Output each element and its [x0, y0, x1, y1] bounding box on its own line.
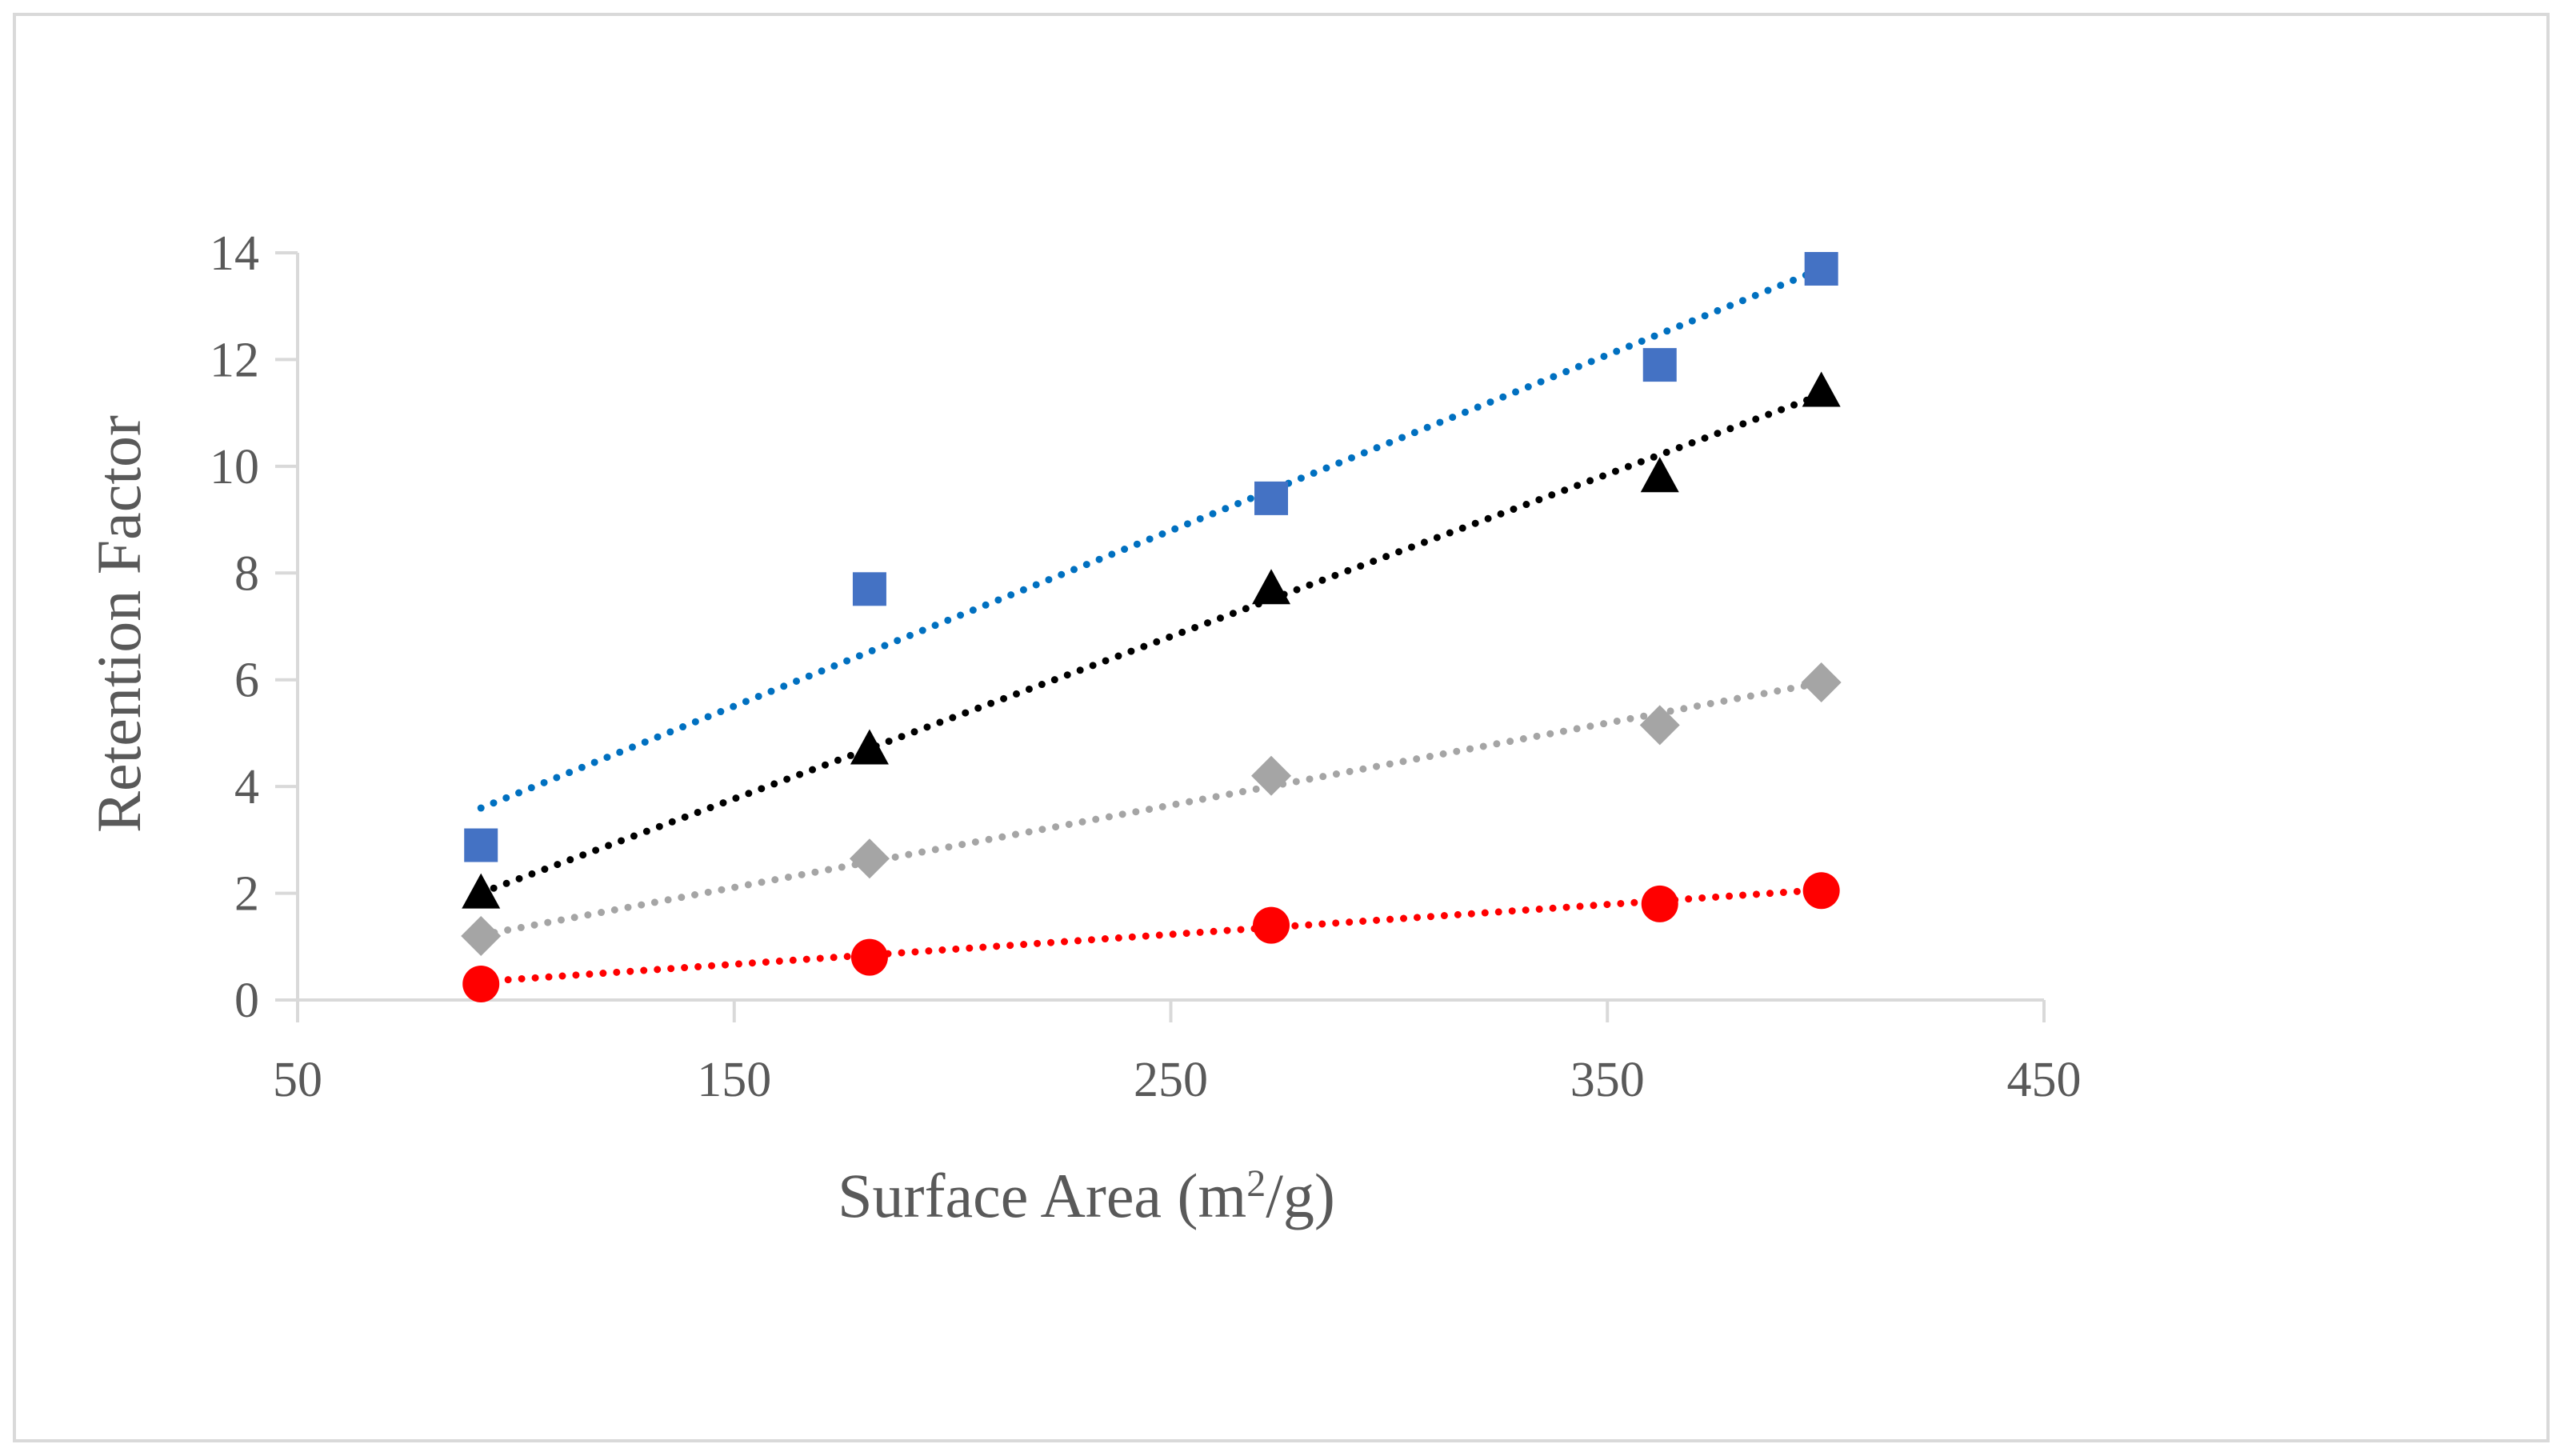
- x-tick-label: 150: [697, 1053, 771, 1107]
- trendline-triangle: [477, 390, 1826, 897]
- tick-labels: 0 2 4 6 8 10 12 14 50 150 250 350 450: [210, 226, 2082, 1107]
- triangle-point: [850, 729, 889, 765]
- triangle-point: [462, 873, 501, 909]
- trendline-square: [477, 265, 1826, 812]
- circle-point: [1253, 906, 1290, 944]
- square-point: [464, 828, 498, 862]
- chart-frame: [13, 13, 2550, 1442]
- x-tick-label: 450: [2007, 1053, 2082, 1107]
- triangle-point: [1802, 371, 1841, 407]
- x-tick-label: 350: [1570, 1053, 1645, 1107]
- x-tick-label: 250: [1134, 1053, 1208, 1107]
- square-point: [1804, 252, 1838, 286]
- y-tick-label: 14: [210, 226, 259, 281]
- y-tick-label: 8: [234, 546, 259, 601]
- diamond-point: [849, 838, 890, 879]
- y-axis-title: Retention Factor: [84, 415, 154, 833]
- x-axis-title: Surface Area (m2/g): [838, 1161, 1335, 1230]
- square-point: [852, 572, 886, 606]
- diamond-point: [1801, 662, 1842, 703]
- trendline-diamond: [477, 678, 1826, 939]
- diamond-point: [461, 915, 502, 956]
- trendline-circle: [477, 886, 1826, 986]
- circle-point: [1641, 885, 1678, 922]
- x-tick-label: 50: [273, 1053, 322, 1107]
- y-tick-label: 0: [234, 974, 259, 1028]
- y-tick-label: 12: [210, 333, 259, 387]
- circle-point: [1802, 872, 1840, 910]
- diamond-point: [1251, 755, 1292, 796]
- square-point: [1254, 481, 1289, 515]
- diamond-point: [1639, 705, 1680, 746]
- y-tick-label: 4: [234, 760, 259, 814]
- triangle-point: [1252, 569, 1291, 605]
- y-tick-label: 10: [210, 440, 259, 494]
- circle-point: [850, 938, 888, 976]
- x-axis-title-tail: /g): [1266, 1161, 1335, 1230]
- x-axis-title-main: Surface Area (m: [838, 1161, 1246, 1230]
- square-point: [1642, 348, 1677, 382]
- circle-point: [462, 965, 500, 1002]
- x-axis-title-superscript: 2: [1246, 1162, 1266, 1205]
- data-markers: [461, 252, 1842, 1002]
- axes: [275, 251, 2046, 1022]
- y-tick-label: 2: [234, 867, 259, 922]
- triangle-point: [1640, 457, 1679, 493]
- trendlines: [477, 265, 1826, 986]
- y-tick-label: 6: [234, 654, 259, 708]
